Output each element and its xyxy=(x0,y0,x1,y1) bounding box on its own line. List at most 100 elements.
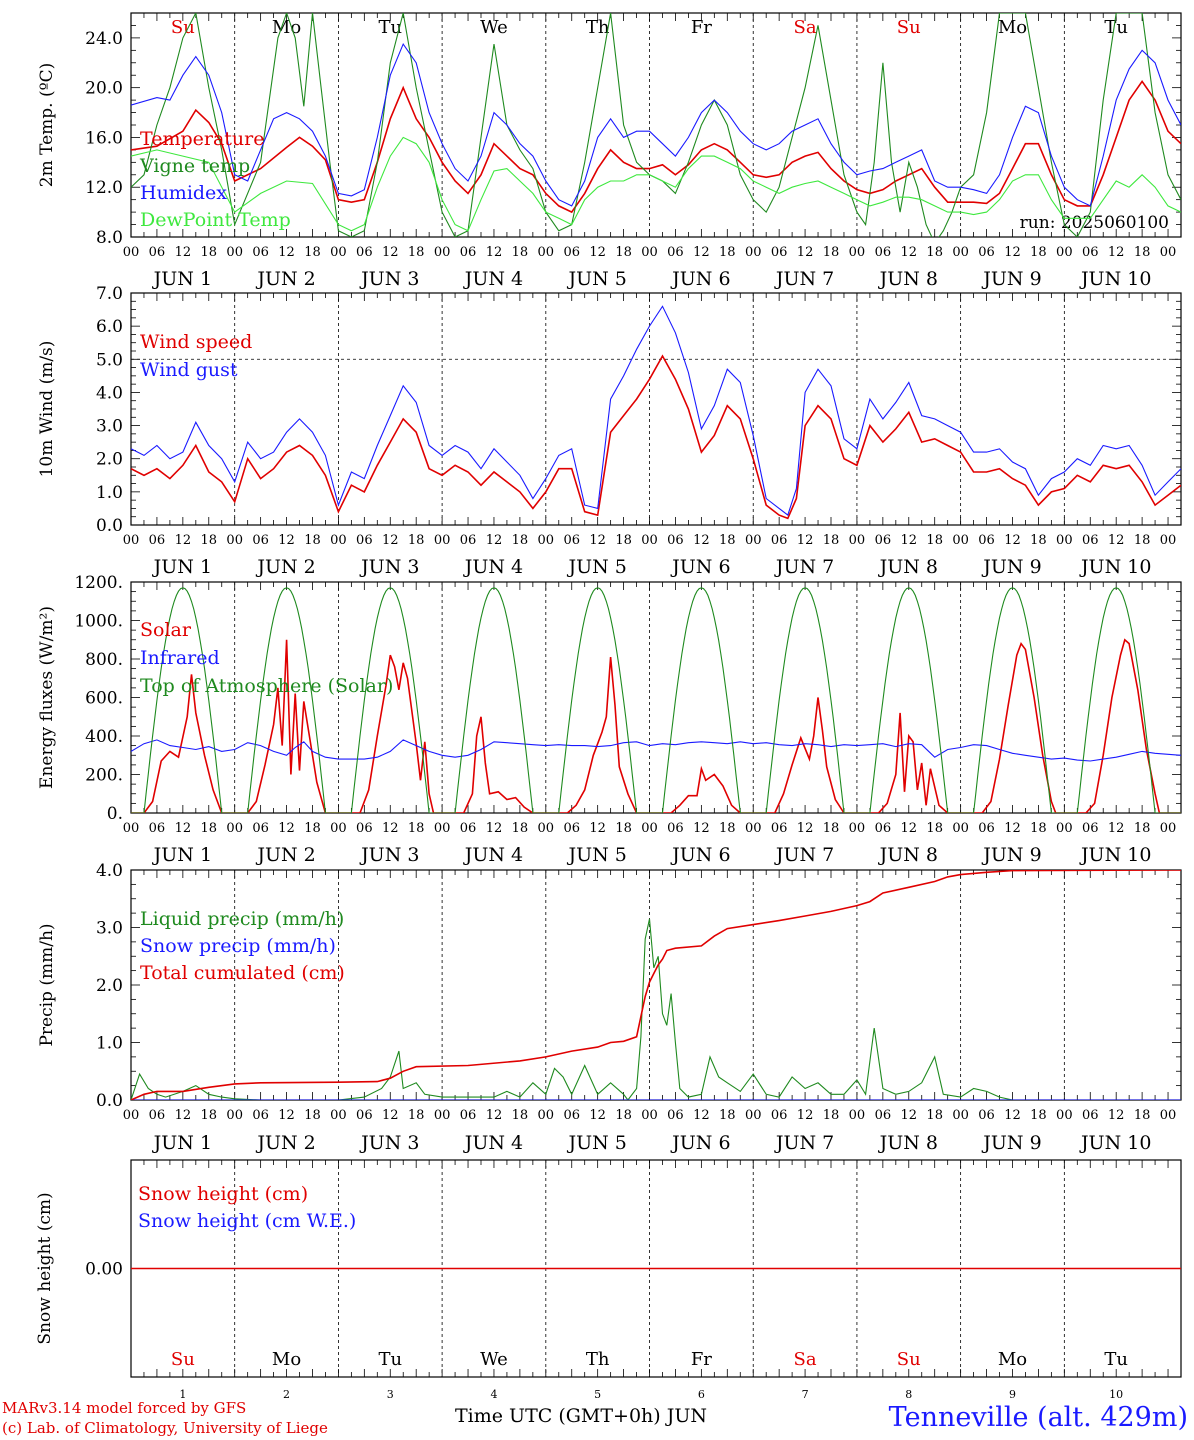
hour-tick-label: 00 xyxy=(641,533,658,548)
legend-entry: Wind gust xyxy=(140,359,238,381)
hour-tick-label: 12 xyxy=(175,821,192,836)
hour-tick-label: 00 xyxy=(226,821,243,836)
hour-tick-label: 06 xyxy=(667,533,684,548)
day-number-label: 8 xyxy=(905,1388,912,1401)
y-tick-label: 1200. xyxy=(74,573,123,593)
weekday-label: Su xyxy=(171,17,195,38)
hour-tick-label: 06 xyxy=(1082,821,1099,836)
hour-tick-label: 06 xyxy=(563,1108,580,1123)
weekday-label: Tu xyxy=(378,17,402,38)
y-tick-label: 0.00 xyxy=(85,1260,123,1280)
series-dewpoint-temp xyxy=(131,136,1181,232)
hour-tick-label: 18 xyxy=(408,821,425,836)
hour-tick-label: 12 xyxy=(693,1108,710,1123)
y-tick-label: 1000. xyxy=(74,612,123,632)
y-tick-label: 0. xyxy=(107,804,123,824)
hour-tick-label: 12 xyxy=(486,245,503,260)
hour-tick-label: 12 xyxy=(693,821,710,836)
date-label: JUN 6 xyxy=(670,268,730,290)
hour-tick-label: 00 xyxy=(330,533,347,548)
date-label: JUN 5 xyxy=(566,844,626,866)
hour-tick-label: 00 xyxy=(952,245,969,260)
hour-tick-label: 18 xyxy=(823,821,840,836)
hour-tick-label: 12 xyxy=(1004,821,1021,836)
series-area xyxy=(131,870,1181,1100)
hour-tick-label: 18 xyxy=(926,245,943,260)
hour-tick-label: 18 xyxy=(1030,245,1047,260)
hour-tick-label: 00 xyxy=(849,533,866,548)
hour-tick-label: 06 xyxy=(149,1108,166,1123)
hour-tick-label: 18 xyxy=(201,533,218,548)
plot-frame xyxy=(130,12,1182,238)
y-axis-label: Precip (mm/h) xyxy=(37,923,57,1046)
hour-tick-label: 00 xyxy=(123,533,140,548)
y-axis-label: Energy fluxes (W/m²) xyxy=(37,606,57,789)
series-liquid-precip-mm-h xyxy=(131,918,1181,1100)
y-tick-label: 7.0 xyxy=(96,284,123,304)
hour-tick-label: 06 xyxy=(1082,1108,1099,1123)
weekday-label: Tu xyxy=(1104,1349,1128,1370)
hour-tick-label: 06 xyxy=(563,821,580,836)
hour-tick-label: 00 xyxy=(1056,821,1073,836)
plot-frame xyxy=(130,869,1182,1101)
date-label: JUN 5 xyxy=(566,556,626,578)
legend-entry: Snow precip (mm/h) xyxy=(140,935,336,957)
y-tick-label: 3.0 xyxy=(96,919,123,939)
legend-entry: Vigne temp xyxy=(139,155,250,177)
weekday-label: Su xyxy=(171,1349,195,1370)
series-top-of-atmosphere-solar xyxy=(131,587,1181,813)
day-number-label: 2 xyxy=(283,1388,290,1401)
date-label: JUN 9 xyxy=(981,556,1041,578)
y-axis-label: 2m Temp. (ºC) xyxy=(37,63,57,188)
hour-tick-label: 06 xyxy=(252,245,269,260)
day-number-label: 10 xyxy=(1109,1388,1123,1401)
hour-tick-label: 18 xyxy=(201,821,218,836)
hour-tick-label: 00 xyxy=(538,245,555,260)
series-total-cumulated-cm xyxy=(131,870,1181,1100)
hour-tick-label: 06 xyxy=(252,533,269,548)
hour-tick-label: 12 xyxy=(1004,245,1021,260)
hour-tick-label: 18 xyxy=(615,821,632,836)
hour-tick-label: 12 xyxy=(382,821,399,836)
hour-tick-label: 00 xyxy=(434,821,451,836)
y-tick-label: 2.0 xyxy=(96,976,123,996)
hour-tick-label: 00 xyxy=(641,245,658,260)
date-label: JUN 10 xyxy=(1079,556,1151,578)
weekday-label: Tu xyxy=(378,1349,402,1370)
weekday-label: We xyxy=(480,1349,508,1370)
hour-tick-label: 06 xyxy=(667,245,684,260)
day-number-label: 9 xyxy=(1009,1388,1016,1401)
legend-entry: Humidex xyxy=(140,182,227,204)
legend-entry: Snow height (cm W.E.) xyxy=(138,1210,356,1232)
hour-tick-label: 18 xyxy=(512,821,529,836)
date-label: JUN 7 xyxy=(774,556,834,578)
hour-tick-label: 00 xyxy=(434,533,451,548)
hour-tick-label: 06 xyxy=(667,821,684,836)
date-label: JUN 6 xyxy=(670,844,730,866)
hour-tick-label: 00 xyxy=(1160,1108,1177,1123)
weekday-label: Mo xyxy=(272,1349,301,1370)
hour-tick-label: 18 xyxy=(512,533,529,548)
date-label: JUN 7 xyxy=(774,844,834,866)
hour-tick-label: 00 xyxy=(123,1108,140,1123)
hour-tick-label: 00 xyxy=(123,245,140,260)
date-label: JUN 3 xyxy=(359,844,419,866)
date-label: JUN 3 xyxy=(359,268,419,290)
hour-tick-label: 12 xyxy=(797,821,814,836)
hour-tick-label: 06 xyxy=(875,245,892,260)
series-solar xyxy=(131,638,1181,813)
hour-tick-label: 06 xyxy=(978,1108,995,1123)
y-tick-label: 0.0 xyxy=(96,516,123,536)
date-label: JUN 2 xyxy=(255,844,315,866)
hour-tick-label: 00 xyxy=(745,821,762,836)
date-label: JUN 8 xyxy=(878,556,938,578)
weekday-label: Th xyxy=(586,17,610,38)
y-tick-label: 2.0 xyxy=(96,450,123,470)
weekday-label: Tu xyxy=(1104,17,1128,38)
hour-tick-label: 00 xyxy=(952,821,969,836)
series-area xyxy=(131,13,1181,237)
x-axis-title: Time UTC (GMT+0h) JUN xyxy=(455,1405,707,1427)
date-label: JUN 10 xyxy=(1079,844,1151,866)
date-label: JUN 7 xyxy=(774,1132,834,1154)
weekday-label: Su xyxy=(897,1349,921,1370)
